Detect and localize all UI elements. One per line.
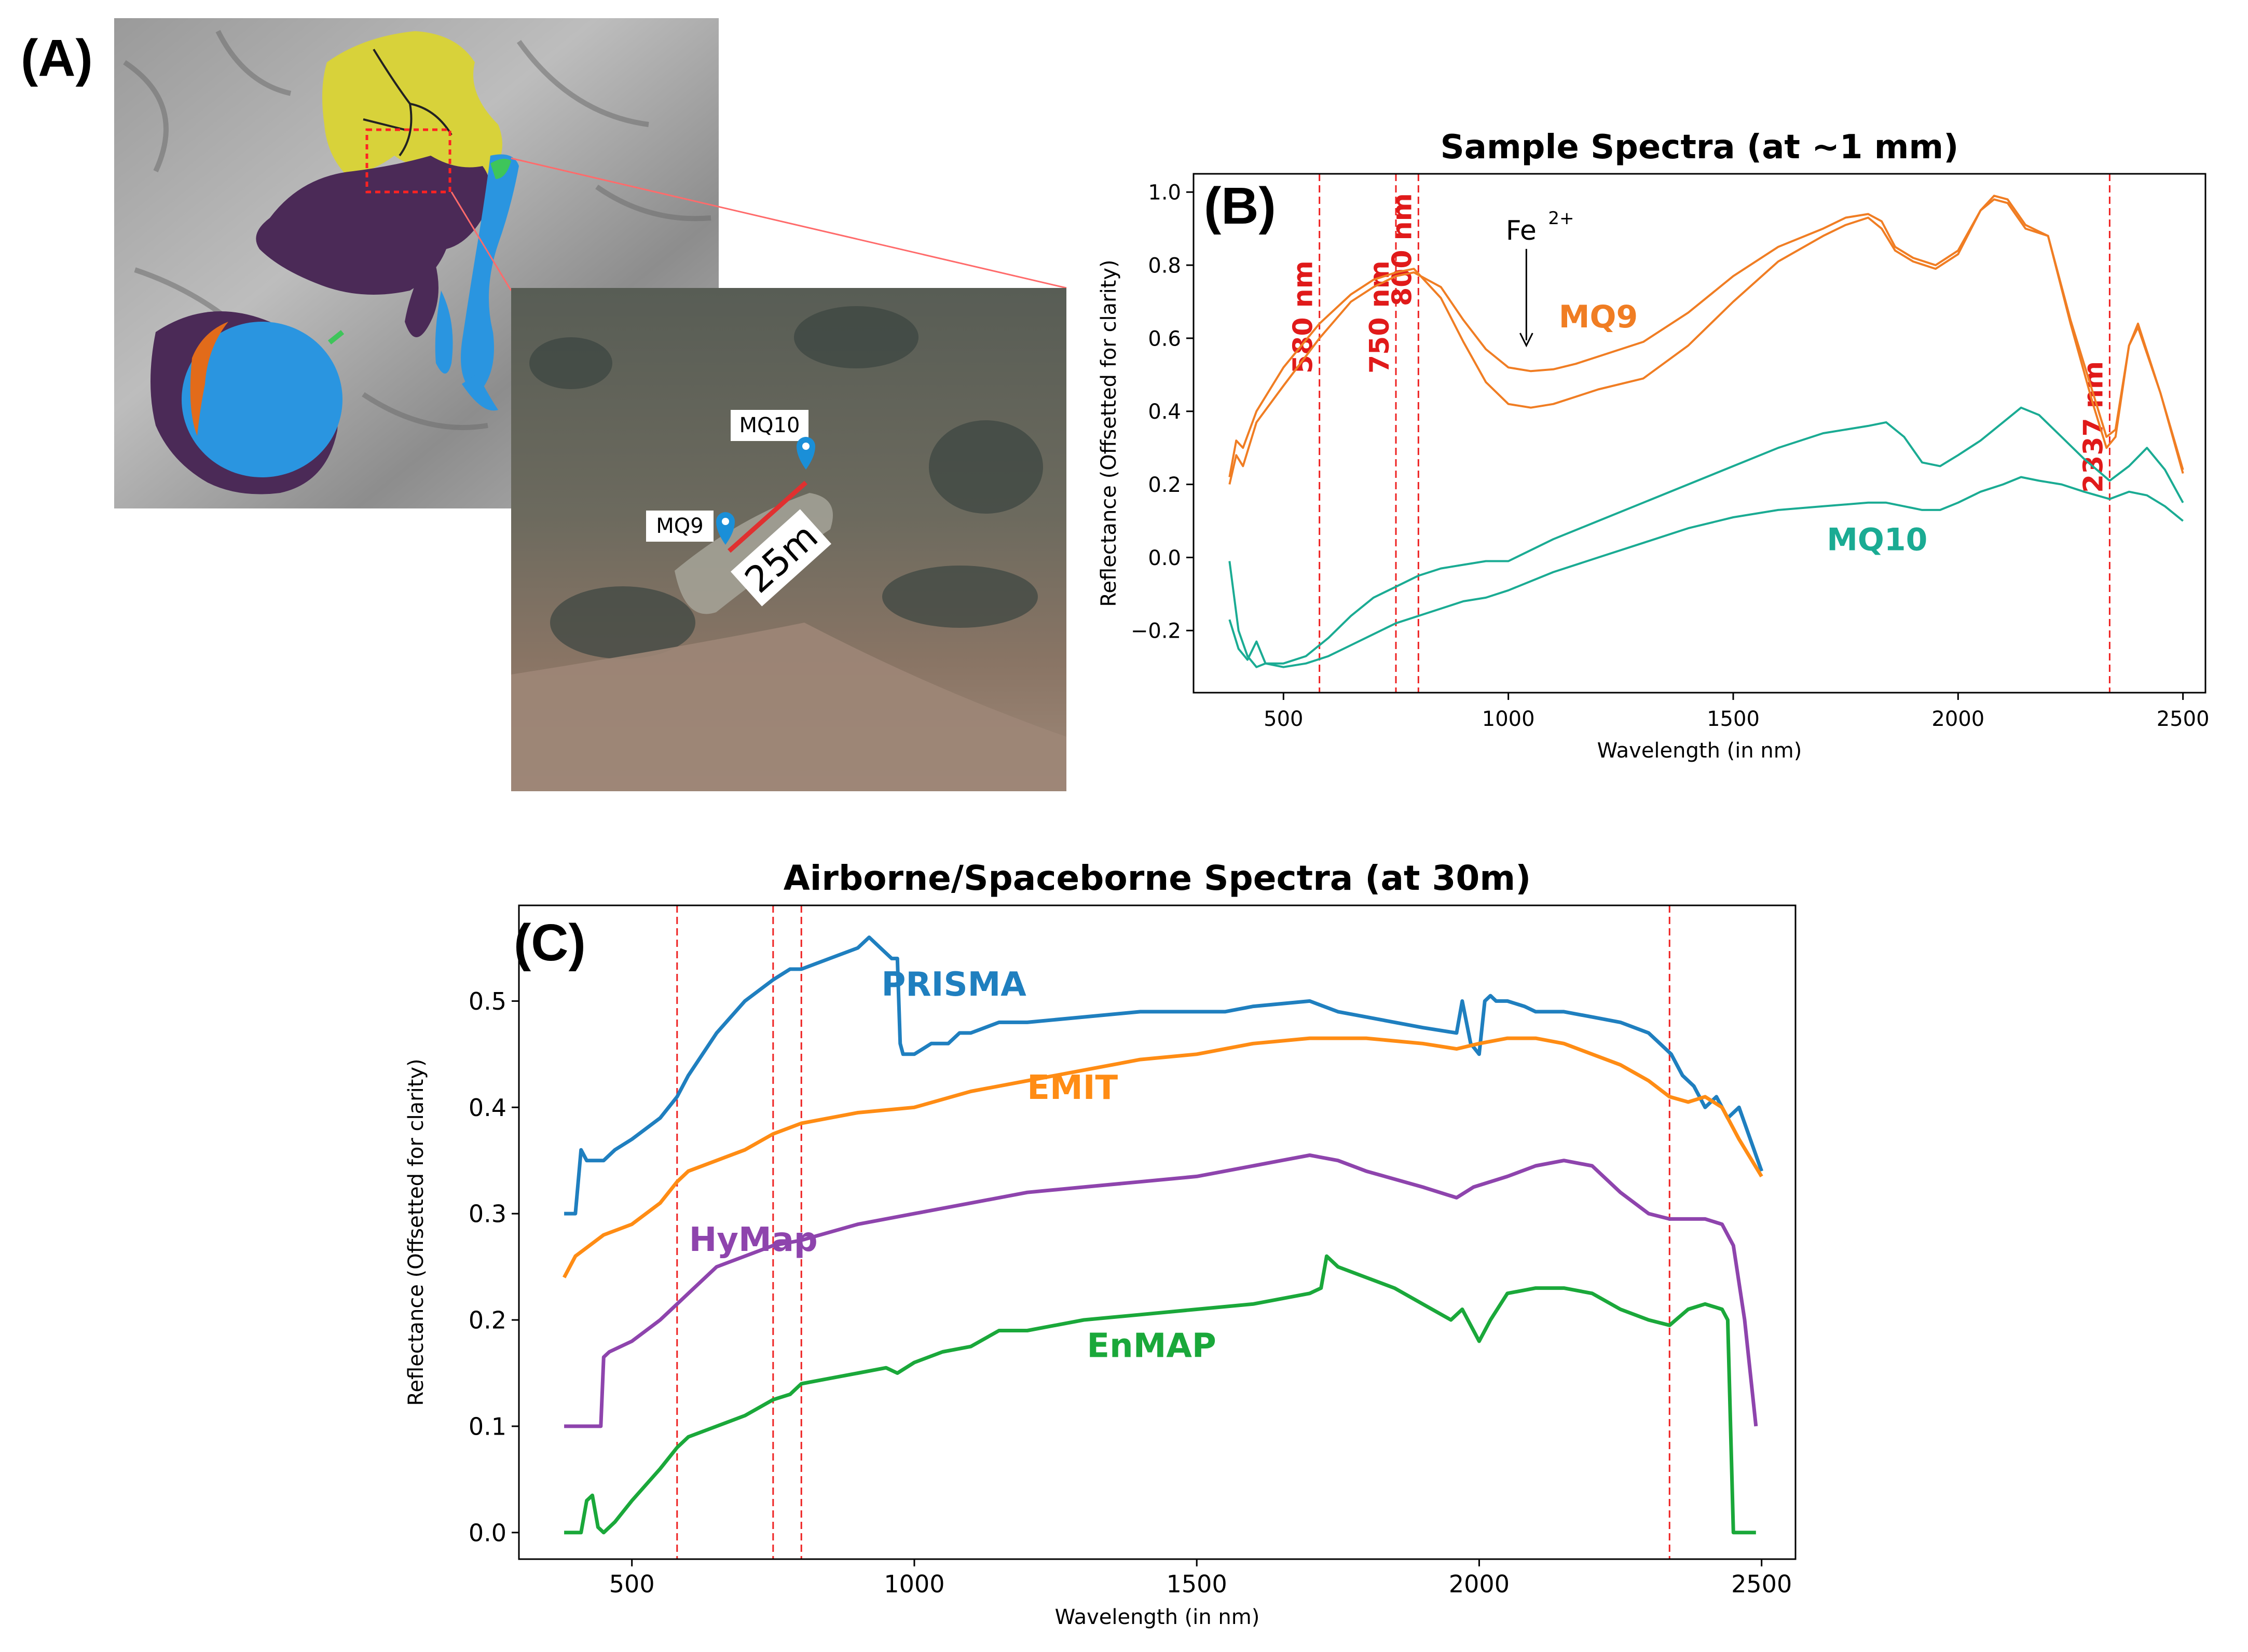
geology-map: [114, 18, 1067, 508]
y-tick-label-0.6: 0.6: [1148, 327, 1181, 351]
series-label-enmap: EnMAP: [1087, 1327, 1216, 1366]
zoom-line-2: [450, 191, 512, 291]
green-streak: [327, 330, 345, 345]
green-unit: [490, 159, 511, 179]
chart-airborne-spectra: Airborne/Spaceborne Spectra (at 30m) 500 1…: [404, 858, 1797, 1629]
marker-mq10: MQ10: [731, 410, 815, 470]
series-line-enmap-3: [564, 1254, 1756, 1535]
series-line-hymap-2: [564, 1153, 1758, 1428]
series-group: [563, 935, 1763, 1535]
x-tick-label-2000: 2000: [1931, 707, 1984, 731]
x-tick-label-2500: 2500: [1731, 1570, 1792, 1598]
y-tick-label-0.4: 0.4: [469, 1094, 506, 1122]
zoom-box: [365, 128, 451, 194]
series-line-emit-1: [563, 1036, 1763, 1278]
map-pin-dot: [722, 518, 729, 525]
map-pin-icon: [716, 512, 735, 545]
x-tick-label-2000: 2000: [1449, 1570, 1510, 1598]
y-axis-label: Reflectance (Offsetted for clarity): [404, 1058, 428, 1406]
marker-label-mq9: MQ9: [656, 514, 703, 538]
marker-label-bg: [646, 511, 714, 542]
annotation-fe-superscript: 2+: [1548, 208, 1574, 229]
y-tick-label-0.5: 0.5: [469, 987, 506, 1015]
series-group: [1228, 195, 2184, 668]
marker-label-bg: [731, 410, 808, 441]
x-tick-label-1000: 1000: [884, 1570, 944, 1598]
series-line-mq10-2: [1228, 406, 2184, 668]
plain-ground: [511, 623, 1066, 791]
x-axis-label: Wavelength (in nm): [1055, 1605, 1260, 1629]
x-tick-label-1500: 1500: [1707, 707, 1760, 731]
y-tick-label-0.3: 0.3: [469, 1200, 506, 1228]
x-tick-label-1000: 1000: [1482, 707, 1535, 731]
panel-letter-c: (C): [514, 914, 586, 972]
blue-crater: [182, 322, 342, 477]
chart-title: Airborne/Spaceborne Spectra (at 30m): [784, 858, 1531, 898]
marker-mq9: MQ9: [646, 511, 735, 545]
x-tick-label-1500: 1500: [1167, 1570, 1227, 1598]
series-label-mq10: MQ10: [1827, 521, 1927, 558]
x-tick-label-2500: 2500: [2157, 707, 2210, 731]
y-tick-label-0.8: 0.8: [1148, 254, 1181, 278]
y-axis-label: Reflectance (Offsetted for clarity): [1097, 259, 1121, 607]
panel-letter-a: (A): [21, 29, 93, 87]
yellow-fractures: [363, 48, 453, 157]
plot-frame: [1192, 173, 2206, 694]
x-tick-label-500: 500: [609, 1570, 655, 1598]
zoom-satellite-inset: MQ10 MQ9 25m: [511, 288, 1066, 791]
series-line-mq10-3: [1228, 476, 2184, 668]
map-pin-dot: [802, 443, 810, 450]
chart-title: Sample Spectra (at ~1 mm): [1441, 128, 1959, 167]
series-line-mq9-1: [1228, 195, 2184, 477]
vegetation-texture: [529, 306, 1043, 659]
chart-sample-spectra: Sample Spectra (at ~1 mm)580 nm 750 nm800…: [1097, 128, 2210, 763]
x-tick-label-500: 500: [1264, 707, 1303, 731]
panel-letter-b: (B): [1204, 177, 1276, 235]
panel-a: MQ10 MQ9 25m: [114, 18, 1067, 791]
blue-channel: [461, 154, 519, 394]
purple-unit-east: [405, 249, 438, 337]
series-line-prisma-0: [564, 935, 1763, 1216]
y-tick-label-0.2: 0.2: [1148, 473, 1181, 497]
annotation-arrow-head: [1519, 333, 1533, 348]
scale-line: [728, 480, 807, 553]
y-tick-label-0: 0.0: [469, 1519, 506, 1547]
map-pin-icon: [797, 437, 815, 470]
series-label-emit: EMIT: [1027, 1069, 1118, 1107]
plot-frame: [518, 904, 1797, 1560]
marker-label-mq10: MQ10: [739, 414, 800, 437]
series-label-mq9: MQ9: [1559, 299, 1638, 335]
y-tick-label-0.4: 0.4: [1148, 400, 1181, 424]
y-tick-label-0.2: 0.2: [469, 1306, 506, 1334]
zoom-line-1: [511, 157, 1067, 289]
y-tick-label-1: 1.0: [1148, 181, 1181, 205]
orange-rim: [190, 322, 228, 436]
blue-channel-branches: [435, 291, 498, 411]
scale-label-bg: [731, 509, 831, 607]
x-axis-label: Wavelength (in nm): [1597, 739, 1802, 763]
series-label-prisma: PRISMA: [881, 966, 1026, 1004]
annotation-fe: Fe: [1506, 215, 1537, 246]
vline-label-800: 800 nm: [1387, 193, 1418, 306]
y-tick-label-0: 0.0: [1148, 546, 1181, 570]
y-tick-label--0.2: −0.2: [1131, 620, 1181, 643]
y-tick-label-0.1: 0.1: [469, 1412, 506, 1440]
series-label-hymap: HyMap: [689, 1221, 818, 1259]
